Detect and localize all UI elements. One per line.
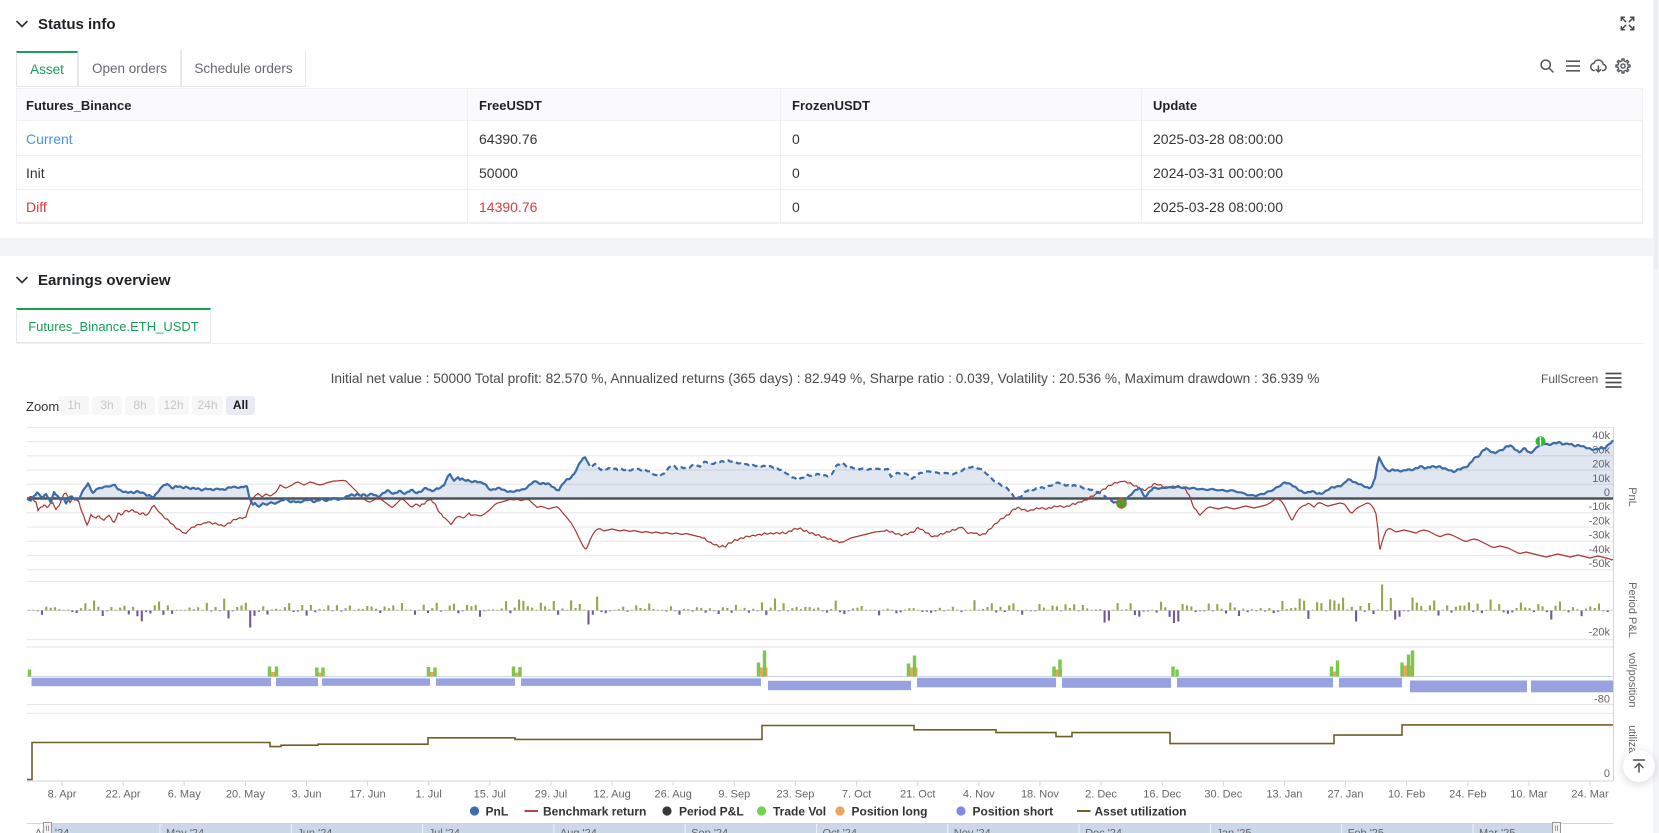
svg-text:30. Dec: 30. Dec bbox=[1204, 789, 1242, 801]
svg-text:Dec '24: Dec '24 bbox=[1085, 828, 1122, 833]
svg-text:24. Mar: 24. Mar bbox=[1571, 789, 1609, 801]
svg-text:-50k: -50k bbox=[1589, 558, 1611, 570]
svg-text:Period P&L: Period P&L bbox=[679, 804, 744, 818]
svg-text:10. Feb: 10. Feb bbox=[1388, 789, 1425, 801]
svg-text:21. Oct: 21. Oct bbox=[900, 789, 935, 801]
svg-text:6. May: 6. May bbox=[168, 789, 202, 801]
svg-text:16. Dec: 16. Dec bbox=[1143, 789, 1181, 801]
svg-text:15. Jul: 15. Jul bbox=[474, 789, 506, 801]
svg-text:17. Jun: 17. Jun bbox=[350, 789, 386, 801]
svg-text:Oct '24: Oct '24 bbox=[823, 828, 858, 833]
svg-text:May '24: May '24 bbox=[166, 828, 204, 833]
svg-text:20. May: 20. May bbox=[226, 789, 266, 801]
svg-text:22. Apr: 22. Apr bbox=[106, 789, 141, 801]
svg-text:Jan '25: Jan '25 bbox=[1216, 828, 1251, 833]
svg-text:29. Jul: 29. Jul bbox=[535, 789, 567, 801]
svg-text:24. Feb: 24. Feb bbox=[1449, 789, 1486, 801]
svg-text:10k: 10k bbox=[1592, 473, 1610, 485]
svg-text:Mar '25: Mar '25 bbox=[1479, 828, 1515, 833]
svg-text:0: 0 bbox=[1604, 487, 1610, 499]
svg-text:Feb '25: Feb '25 bbox=[1348, 828, 1384, 833]
svg-text:3. Jun: 3. Jun bbox=[292, 789, 322, 801]
svg-text:10. Mar: 10. Mar bbox=[1510, 789, 1548, 801]
svg-text:Trade Vol: Trade Vol bbox=[773, 804, 826, 818]
svg-text:vol/position: vol/position bbox=[1626, 652, 1638, 707]
svg-text:20k: 20k bbox=[1592, 459, 1610, 471]
svg-text:-20k: -20k bbox=[1589, 516, 1611, 528]
svg-text:2. Dec: 2. Dec bbox=[1085, 789, 1117, 801]
svg-text:12. Aug: 12. Aug bbox=[593, 789, 630, 801]
svg-text:9. Sep: 9. Sep bbox=[718, 789, 750, 801]
svg-text:Sep '24: Sep '24 bbox=[691, 828, 728, 833]
svg-text:7. Oct: 7. Oct bbox=[842, 789, 871, 801]
svg-text:-30k: -30k bbox=[1589, 530, 1611, 542]
svg-text:PnL: PnL bbox=[1626, 487, 1638, 507]
svg-text:-40k: -40k bbox=[1589, 544, 1611, 556]
svg-text:18. Nov: 18. Nov bbox=[1021, 789, 1059, 801]
svg-text:-20k: -20k bbox=[1589, 627, 1611, 639]
svg-text:23. Sep: 23. Sep bbox=[776, 789, 814, 801]
svg-text:PnL: PnL bbox=[486, 804, 509, 818]
svg-text:27. Jan: 27. Jan bbox=[1327, 789, 1363, 801]
svg-text:Period P&L: Period P&L bbox=[1626, 582, 1638, 638]
svg-text:Asset utilization: Asset utilization bbox=[1095, 804, 1187, 818]
svg-text:Jul '24: Jul '24 bbox=[429, 828, 460, 833]
svg-text:Benchmark return: Benchmark return bbox=[543, 804, 646, 818]
svg-text:Jun '24: Jun '24 bbox=[297, 828, 332, 833]
svg-text:4. Nov: 4. Nov bbox=[963, 789, 995, 801]
svg-text:Nov '24: Nov '24 bbox=[954, 828, 991, 833]
svg-text:1. Jul: 1. Jul bbox=[416, 789, 442, 801]
svg-text:-80: -80 bbox=[1594, 694, 1610, 706]
svg-text:Aug '24: Aug '24 bbox=[560, 828, 597, 833]
svg-text:0: 0 bbox=[1604, 768, 1610, 780]
svg-text:13. Jan: 13. Jan bbox=[1266, 789, 1302, 801]
svg-text:8. Apr: 8. Apr bbox=[48, 789, 77, 801]
svg-text:Position short: Position short bbox=[973, 804, 1054, 818]
svg-text:40k: 40k bbox=[1592, 430, 1610, 442]
svg-text:26. Aug: 26. Aug bbox=[655, 789, 692, 801]
svg-text:-10k: -10k bbox=[1589, 501, 1611, 513]
svg-text:Position long: Position long bbox=[852, 804, 928, 818]
